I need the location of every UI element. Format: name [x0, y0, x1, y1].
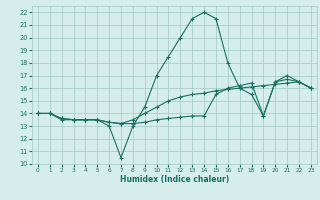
- X-axis label: Humidex (Indice chaleur): Humidex (Indice chaleur): [120, 175, 229, 184]
